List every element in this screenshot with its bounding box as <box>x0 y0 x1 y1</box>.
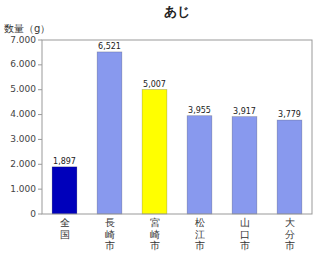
x-tick-label-line: 口 <box>240 229 250 240</box>
x-tick-label-line: 江 <box>195 229 205 240</box>
data-label: 1,897 <box>53 157 76 166</box>
x-tick-label-line: 崎 <box>105 229 115 240</box>
x-tick-label-line: 崎 <box>150 229 160 240</box>
x-tick-label-line: 宮 <box>150 217 160 228</box>
data-label: 3,779 <box>278 110 301 119</box>
bar <box>97 52 122 214</box>
bar <box>142 90 167 214</box>
data-label: 5,007 <box>143 80 166 89</box>
x-tick-label-line: 長 <box>105 217 115 228</box>
x-tick-label: 松江市 <box>195 217 205 251</box>
x-tick-label-line: 山 <box>240 217 250 228</box>
x-tick-label-line: 市 <box>150 240 160 251</box>
x-tick-label-line: 市 <box>240 240 250 251</box>
x-tick-label: 山口市 <box>240 217 250 251</box>
y-axis-label: 数量（g） <box>4 23 50 34</box>
y-tick-label: 5.000 <box>10 84 36 94</box>
y-tick <box>38 139 42 140</box>
bar <box>52 167 77 214</box>
x-tick-label: 長崎市 <box>105 217 115 251</box>
data-label: 3,917 <box>233 107 256 116</box>
bar <box>232 117 257 214</box>
data-label: 3,955 <box>188 106 211 115</box>
y-tick <box>38 214 42 215</box>
data-label: 6,521 <box>98 42 121 51</box>
y-tick-label: 3.000 <box>10 134 36 144</box>
y-tick-label: 1.000 <box>10 184 36 194</box>
x-tick-label: 宮崎市 <box>150 217 160 251</box>
y-tick-label: 2.000 <box>10 159 36 169</box>
bar <box>187 116 212 214</box>
x-tick-label-line: 松 <box>195 217 205 228</box>
chart: あじ数量（g） 0 1.000 2.000 3.000 4.000 5.000 6.000 7.… <box>0 0 322 260</box>
x-tick-label: 全国 <box>60 217 70 240</box>
y-tick-label: 6.000 <box>10 59 36 69</box>
x-tick-label-line: 分 <box>285 229 295 240</box>
bar <box>277 120 302 214</box>
y-tick <box>38 114 42 115</box>
x-tick-label-line: 国 <box>60 229 70 240</box>
x-tick-label-line: 市 <box>195 240 205 251</box>
y-tick-label: 4.000 <box>10 109 36 119</box>
y-tick <box>38 89 42 90</box>
y-tick <box>38 40 42 41</box>
y-tick <box>38 189 42 190</box>
y-tick <box>38 64 42 65</box>
plot-frame <box>42 40 312 214</box>
x-tick-label: 大分市 <box>285 217 295 251</box>
x-tick-label-line: 市 <box>285 240 295 251</box>
y-tick-label: 7.000 <box>10 35 36 45</box>
y-tick-label: 0 <box>30 209 36 219</box>
y-tick <box>38 164 42 165</box>
title: あじ <box>164 4 190 19</box>
x-tick-label-line: 大 <box>285 217 295 228</box>
x-tick-label-line: 全 <box>60 217 70 228</box>
x-tick-label-line: 市 <box>105 240 115 251</box>
